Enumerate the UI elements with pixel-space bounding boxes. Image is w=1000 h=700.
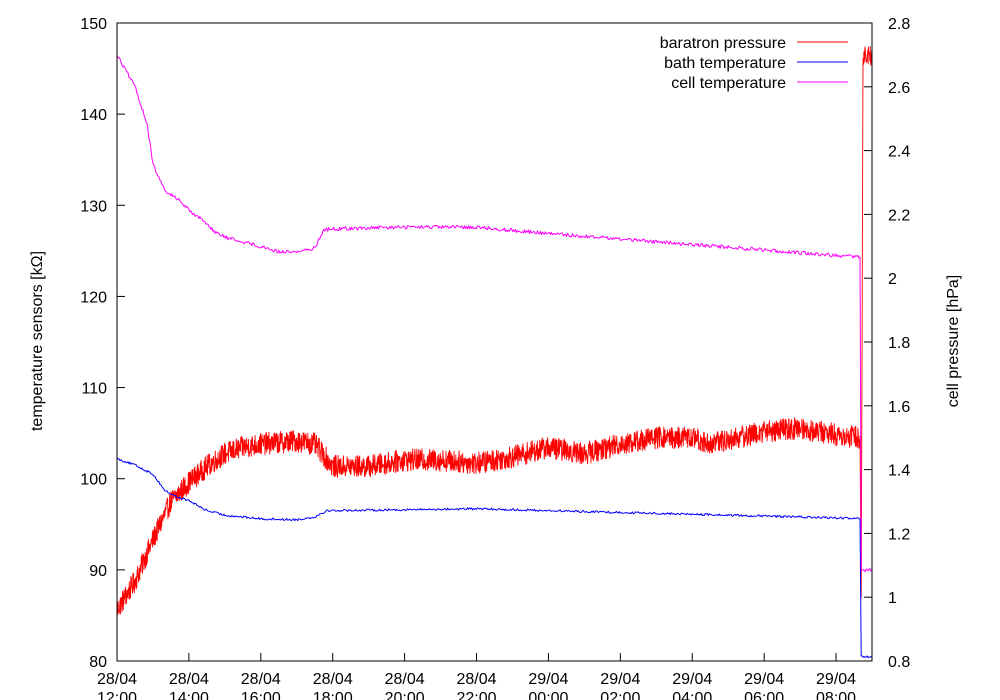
x-tick-label-time: 00:00: [528, 690, 568, 700]
x-tick-label-time: 14:00: [169, 690, 209, 700]
x-tick-label-time: 08:00: [816, 690, 856, 700]
series-layer: [116, 46, 873, 659]
y2-tick-label: 1.4: [888, 463, 910, 480]
y2-tick-label: 1.8: [888, 335, 910, 352]
y-tick-label: 140: [80, 107, 107, 124]
legend-label: cell temperature: [671, 75, 786, 92]
x-tick-label-time: 18:00: [313, 690, 353, 700]
y2-axis-label: cell pressure [hPa]: [945, 275, 962, 408]
y2-tick-label: 2: [888, 271, 897, 288]
x-tick-label-date: 29/04: [672, 671, 712, 688]
x-tick-label-time: 20:00: [385, 690, 425, 700]
y-tick-label: 80: [89, 654, 107, 671]
legend: baratron pressure bath temperature cell te…: [660, 35, 848, 92]
y2-tick-label: 1: [888, 590, 897, 607]
x-tick-label-date: 28/04: [97, 671, 137, 688]
x-tick-label-time: 06:00: [744, 690, 784, 700]
y2-tick-label: 2.8: [888, 16, 910, 33]
x-tick-label-time: 16:00: [241, 690, 281, 700]
x-tick-label-date: 29/04: [528, 671, 568, 688]
x-tick-label-date: 28/04: [241, 671, 281, 688]
x-tick-label-date: 29/04: [816, 671, 856, 688]
series-line-cell-temperature: [116, 55, 873, 573]
series-line-bath-temperature: [116, 458, 873, 659]
x-tick-label-date: 29/04: [600, 671, 640, 688]
y2-tick-label: 1.2: [888, 526, 910, 543]
x-tick-label-date: 28/04: [313, 671, 353, 688]
x-tick-label-date: 28/04: [169, 671, 209, 688]
axes-layer: 80901001101201301401500.811.21.41.61.822…: [80, 16, 910, 700]
y-tick-label: 150: [80, 16, 107, 33]
series-line-baratron-pressure: [116, 46, 873, 617]
y-tick-label: 130: [80, 198, 107, 215]
y2-tick-label: 2.2: [888, 207, 910, 224]
y2-tick-label: 2.4: [888, 144, 910, 161]
y-axis-label: temperature sensors [kΩ]: [29, 251, 46, 431]
x-tick-label-date: 29/04: [744, 671, 784, 688]
y-tick-label: 120: [80, 289, 107, 306]
legend-label: bath temperature: [664, 55, 786, 72]
y2-tick-label: 1.6: [888, 399, 910, 416]
y-tick-label: 110: [81, 381, 107, 398]
x-tick-label-time: 12:00: [97, 690, 137, 700]
legend-label: baratron pressure: [660, 35, 786, 52]
y2-tick-label: 0.8: [888, 654, 910, 671]
y-tick-label: 100: [80, 472, 107, 489]
x-tick-label-date: 28/04: [385, 671, 425, 688]
y2-tick-label: 2.6: [888, 80, 910, 97]
x-tick-label-time: 22:00: [457, 690, 497, 700]
y-tick-label: 90: [89, 563, 107, 580]
x-tick-label-time: 04:00: [672, 690, 712, 700]
x-tick-label-time: 02:00: [600, 690, 640, 700]
x-tick-label-date: 28/04: [457, 671, 497, 688]
